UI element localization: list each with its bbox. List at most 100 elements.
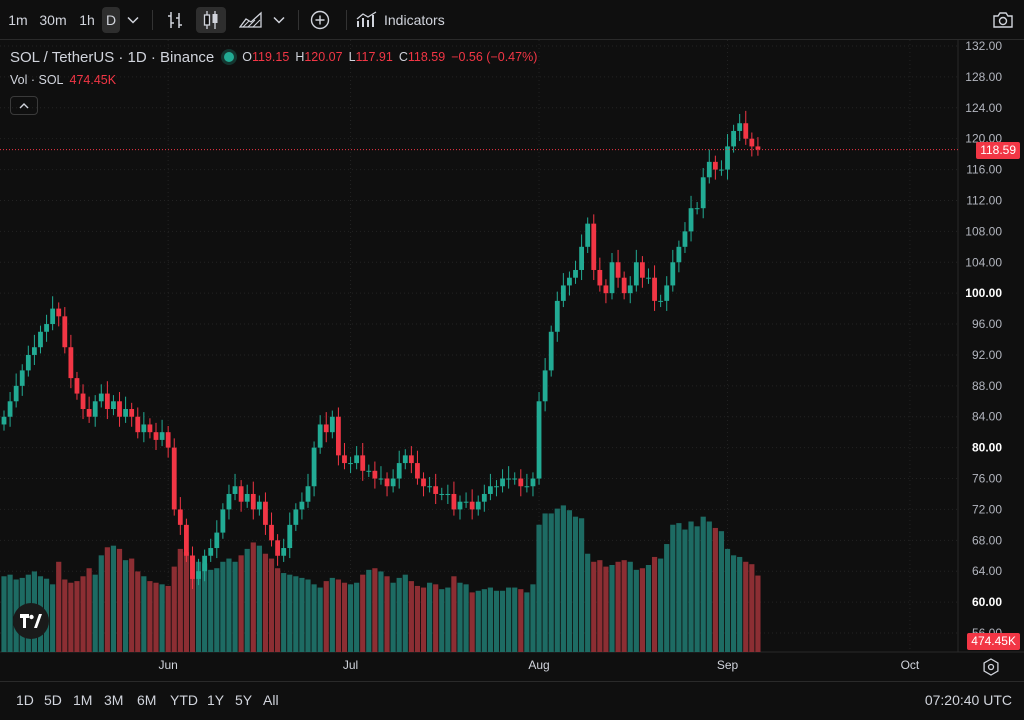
- candle-body: [129, 409, 135, 417]
- range-all-button[interactable]: All: [263, 692, 279, 708]
- candle-body: [281, 548, 287, 556]
- interval-1m-button[interactable]: 1m: [8, 12, 28, 28]
- indicators-button[interactable]: Indicators: [384, 12, 445, 28]
- interval-d-button[interactable]: D: [102, 7, 120, 33]
- candle-body: [123, 409, 128, 417]
- candle-body: [603, 285, 609, 294]
- range-3m-button[interactable]: 3M: [104, 692, 124, 708]
- volume-bar: [427, 582, 433, 652]
- candle-body: [688, 208, 694, 232]
- candle-body: [74, 378, 80, 394]
- range-1y-button[interactable]: 1Y: [207, 692, 225, 708]
- chevron-down-icon[interactable]: [266, 7, 292, 33]
- price-tick-label: 128.00: [965, 70, 1002, 84]
- candle-body: [111, 401, 116, 410]
- price-tick-label: 104.00: [965, 255, 1002, 269]
- volume-bar: [104, 547, 110, 652]
- candle-body: [451, 493, 457, 510]
- camera-icon[interactable]: [988, 7, 1018, 33]
- volume-bar: [463, 584, 469, 652]
- candle-body: [457, 501, 463, 510]
- volume-bar: [347, 584, 354, 652]
- gear-icon[interactable]: [982, 658, 1000, 676]
- candle-body: [372, 470, 378, 479]
- range-1d-button[interactable]: 1D: [16, 692, 34, 708]
- low-key: L: [348, 50, 356, 64]
- candles-icon[interactable]: [196, 7, 226, 33]
- price-tick-label: 68.00: [972, 533, 1002, 547]
- price-chart[interactable]: 132.00128.00124.00120.00116.00112.00108.…: [0, 40, 1024, 681]
- volume-bar: [238, 555, 244, 652]
- volume-bar: [189, 555, 196, 652]
- range-6m-button[interactable]: 6M: [137, 692, 157, 708]
- candle-body: [664, 285, 670, 301]
- time-tick-label: Sep: [717, 658, 739, 672]
- plus-circle-icon[interactable]: [305, 7, 335, 33]
- volume-bar: [244, 548, 250, 652]
- toolbar-divider: [298, 10, 299, 30]
- candle-body: [244, 493, 250, 502]
- candle-body: [463, 501, 469, 503]
- volume-bar: [487, 587, 493, 652]
- candle-body: [1, 416, 7, 425]
- candle-body: [591, 223, 597, 270]
- candle-body: [415, 463, 420, 479]
- range-5y-button[interactable]: 5Y: [235, 692, 253, 708]
- candle-body: [7, 401, 13, 417]
- area-icon[interactable]: [236, 7, 266, 33]
- candle-body: [68, 347, 74, 379]
- collapse-legend-button[interactable]: [10, 96, 38, 115]
- volume-bar: [560, 505, 566, 652]
- symbol-title[interactable]: SOL / TetherUS · 1D · Binance: [10, 48, 215, 66]
- price-tick-label: 92.00: [972, 348, 1002, 362]
- candle-body: [536, 401, 542, 479]
- candle-body: [633, 262, 639, 286]
- volume-bar: [676, 523, 682, 652]
- volume-bar: [268, 558, 275, 652]
- volume-key: Vol · SOL: [10, 73, 64, 87]
- volume-bar: [469, 592, 475, 652]
- candle-body: [573, 269, 578, 278]
- candle-body: [433, 486, 439, 494]
- volume-bar: [670, 524, 676, 652]
- price-tick-label: 108.00: [965, 224, 1002, 238]
- volume-bar: [554, 508, 560, 652]
- volume-bar: [621, 560, 627, 652]
- volume-bar: [481, 589, 487, 652]
- range-ytd-button[interactable]: YTD: [170, 692, 198, 708]
- volume-bar: [712, 527, 718, 652]
- tradingview-logo[interactable]: [13, 603, 49, 639]
- volume-bar: [694, 526, 700, 652]
- volume-bar: [542, 513, 548, 652]
- candle-body: [98, 393, 104, 402]
- utc-clock[interactable]: 07:20:40 UTC: [924, 692, 1012, 708]
- time-tick-label: Aug: [528, 658, 549, 672]
- bar-style-icon[interactable]: [160, 7, 190, 33]
- candle-body: [427, 486, 432, 488]
- interval-1h-button[interactable]: 1h: [79, 12, 95, 28]
- volume-bar: [141, 576, 147, 652]
- volume-bar: [214, 568, 220, 652]
- volume-bar: [335, 579, 341, 652]
- candle-body: [640, 262, 645, 278]
- volume-bar: [603, 566, 609, 652]
- candle-body: [530, 478, 536, 487]
- volume-bar: [341, 582, 348, 652]
- candle-body: [202, 555, 208, 572]
- chevron-down-icon[interactable]: [120, 7, 146, 33]
- candle-body: [755, 146, 761, 150]
- candle-body: [299, 501, 305, 510]
- interval-30m-button[interactable]: 30m: [39, 12, 67, 28]
- volume-bar: [226, 558, 232, 652]
- volume-bar: [536, 524, 542, 652]
- range-1m-button[interactable]: 1M: [73, 692, 93, 708]
- candle-body: [725, 146, 730, 170]
- indicators-icon[interactable]: [354, 7, 380, 33]
- candle-body: [348, 463, 353, 465]
- range-5d-button[interactable]: 5D: [44, 692, 62, 708]
- volume-bar: [414, 585, 421, 652]
- price-tick-label: 84.00: [972, 410, 1002, 424]
- open-value: 119.15: [252, 50, 290, 64]
- toolbar-divider: [346, 10, 347, 30]
- candle-body: [518, 478, 524, 487]
